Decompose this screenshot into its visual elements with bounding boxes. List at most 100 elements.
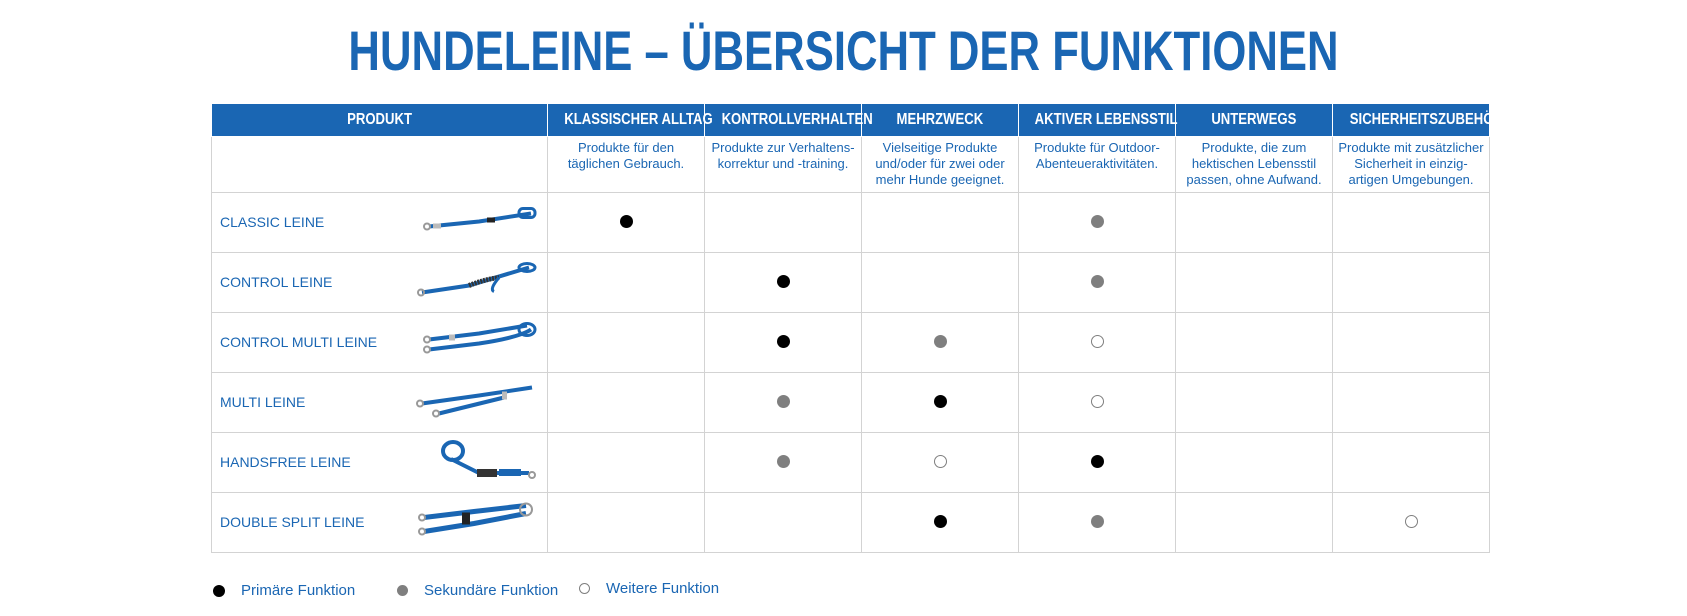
- page-title: HUNDELEINE – ÜBERSICHT DER FUNKTIONEN: [348, 19, 1339, 82]
- product-name: CONTROL LEINE: [220, 274, 333, 290]
- column-description: Produkte zur Verhaltens-korrektur und -t…: [704, 135, 862, 193]
- function-cell: [1332, 371, 1490, 433]
- table-row: CONTROL MULTI LEINE: [211, 311, 1490, 373]
- other-dot-icon: [1090, 335, 1104, 349]
- product-cell: CONTROL LEINE: [211, 251, 548, 313]
- primary-dot-icon: [213, 584, 225, 597]
- legend-primary: Primäre Funktion: [213, 582, 355, 599]
- product-name: MULTI LEINE: [220, 394, 306, 410]
- secondary-dot-icon: [933, 335, 947, 349]
- function-cell: [704, 251, 862, 313]
- secondary-dot-icon: [397, 585, 408, 596]
- function-cell: [1175, 371, 1333, 433]
- control-leash-image: [414, 260, 539, 305]
- double-split-leash-image: [414, 500, 539, 545]
- column-header-mehrzweck: MEHRZWECK: [861, 104, 1019, 137]
- product-name: HANDSFREE LEINE: [220, 454, 351, 470]
- function-cell: [861, 371, 1019, 433]
- function-cell: [547, 431, 705, 493]
- function-cell: [1175, 311, 1333, 373]
- table-row: HANDSFREE LEINE: [211, 431, 1490, 493]
- secondary-dot-icon: [776, 395, 790, 409]
- function-cell: [1175, 251, 1333, 313]
- column-description: Produkte für den täglichen Gebrauch.: [547, 135, 705, 193]
- column-description: Vielseitige Produkte und/oder für zwei o…: [861, 135, 1019, 193]
- function-cell: [704, 311, 862, 373]
- function-cell: [861, 251, 1019, 313]
- function-cell: [1175, 191, 1333, 253]
- function-cell: [1018, 191, 1176, 253]
- function-table: PRODUKT KLASSISCHER ALLTAG KONTROLLVERHA…: [211, 104, 1503, 553]
- secondary-dot-icon: [1090, 275, 1104, 289]
- column-header-unterwegs: UNTERWEGS: [1175, 104, 1333, 137]
- control-multi-leash-image: [419, 320, 539, 365]
- column-header-aktiver-lebensstil: AKTIVER LEBENSSTIL: [1018, 104, 1178, 137]
- product-name: DOUBLE SPLIT LEINE: [220, 514, 365, 530]
- function-cell: [861, 191, 1019, 253]
- function-cell: [1018, 491, 1176, 553]
- function-cell: [547, 371, 705, 433]
- legend-other: Weitere Funktion: [579, 580, 719, 597]
- column-header-sicherheitszubehoer: SICHERHEITSZUBEHÖR: [1332, 104, 1503, 137]
- description-empty: [211, 135, 548, 193]
- column-header-kontrollverhalten: KONTROLLVERHALTEN: [704, 104, 873, 137]
- function-cell: [1018, 431, 1176, 493]
- column-description: Produkte für Outdoor-Abenteueraktivitäte…: [1018, 135, 1176, 193]
- product-name: CONTROL MULTI LEINE: [220, 334, 378, 350]
- multi-leash-image: [414, 380, 539, 425]
- classic-leash-image: [419, 205, 539, 240]
- function-cell: [704, 371, 862, 433]
- function-cell: [1175, 431, 1333, 493]
- column-description: Produkte mit zusätzlicher Sicherheit in …: [1332, 135, 1490, 193]
- function-cell: [1175, 491, 1333, 553]
- table-row: MULTI LEINE: [211, 371, 1490, 433]
- column-header-klassischer-alltag: KLASSISCHER ALLTAG: [547, 104, 713, 137]
- other-dot-icon: [933, 455, 947, 469]
- product-cell: CLASSIC LEINE: [211, 191, 548, 253]
- function-cell: [704, 191, 862, 253]
- primary-dot-icon: [776, 335, 790, 349]
- function-cell: [547, 491, 705, 553]
- primary-dot-icon: [933, 515, 947, 529]
- table-row: CONTROL LEINE: [211, 251, 1490, 313]
- function-cell: [547, 251, 705, 313]
- table-row: DOUBLE SPLIT LEINE: [211, 491, 1490, 553]
- function-cell: [1332, 431, 1490, 493]
- product-cell: HANDSFREE LEINE: [211, 431, 548, 493]
- secondary-dot-icon: [1090, 515, 1104, 529]
- legend-secondary: Sekundäre Funktion: [397, 582, 558, 599]
- product-cell: CONTROL MULTI LEINE: [211, 311, 548, 373]
- function-cell: [1018, 311, 1176, 373]
- function-cell: [861, 491, 1019, 553]
- other-dot-icon: [1090, 395, 1104, 409]
- header-row: PRODUKT KLASSISCHER ALLTAG KONTROLLVERHA…: [211, 104, 1503, 137]
- legend-secondary-label: Sekundäre Funktion: [424, 582, 559, 599]
- legend-other-label: Weitere Funktion: [606, 580, 720, 597]
- function-cell: [861, 431, 1019, 493]
- description-row: Produkte für den täglichen Gebrauch. Pro…: [211, 135, 1490, 193]
- secondary-dot-icon: [776, 455, 790, 469]
- table-row: CLASSIC LEINE: [211, 191, 1490, 253]
- function-cell: [1332, 191, 1490, 253]
- function-cell: [1332, 491, 1490, 553]
- function-cell: [1018, 371, 1176, 433]
- other-dot-icon: [579, 583, 590, 594]
- other-dot-icon: [1404, 515, 1418, 529]
- column-description: Produkte, die zum hektischen Lebensstil …: [1175, 135, 1333, 193]
- product-cell: DOUBLE SPLIT LEINE: [211, 491, 548, 553]
- function-cell: [547, 191, 705, 253]
- primary-dot-icon: [776, 275, 790, 289]
- function-cell: [704, 431, 862, 493]
- column-header-product: PRODUKT: [211, 104, 548, 137]
- primary-dot-icon: [933, 395, 947, 409]
- legend-primary-label: Primäre Funktion: [241, 582, 356, 599]
- product-name: CLASSIC LEINE: [220, 214, 325, 230]
- primary-dot-icon: [619, 215, 633, 229]
- function-cell: [861, 311, 1019, 373]
- function-cell: [547, 311, 705, 373]
- function-cell: [1332, 251, 1490, 313]
- function-cell: [704, 491, 862, 553]
- secondary-dot-icon: [1090, 215, 1104, 229]
- function-cell: [1332, 311, 1490, 373]
- handsfree-leash-image: [439, 437, 539, 487]
